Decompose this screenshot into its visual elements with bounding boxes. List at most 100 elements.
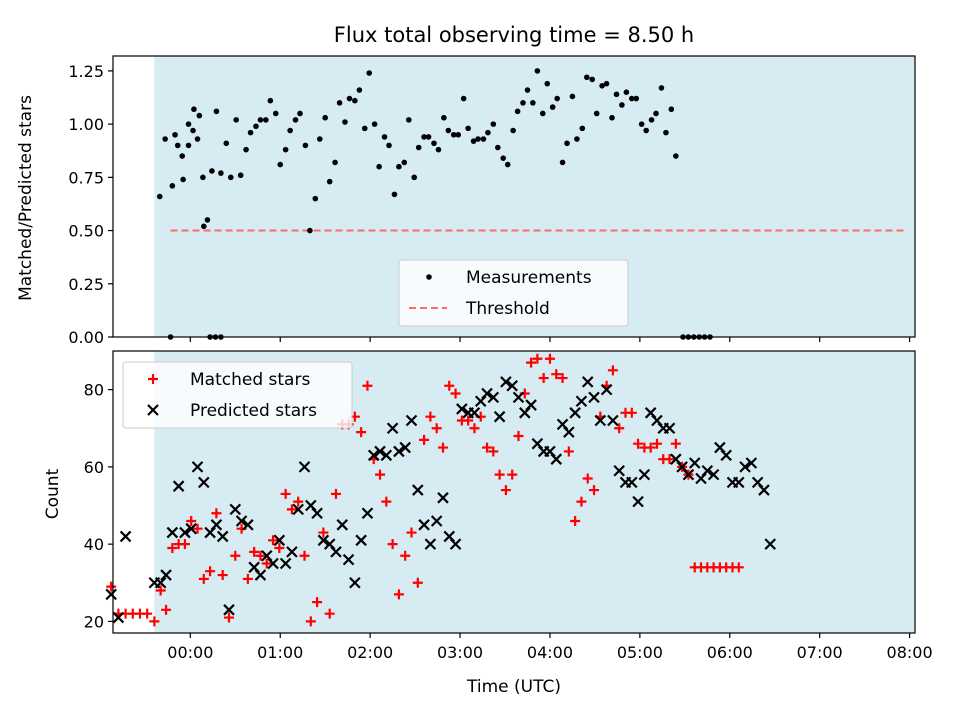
data-point (431, 140, 437, 147)
data-point (421, 134, 427, 140)
y-tick-label: 40 (84, 535, 104, 554)
data-point (549, 104, 556, 110)
data-point-x (512, 391, 525, 404)
data-point-plus (544, 353, 555, 364)
data-point-plus (563, 446, 574, 457)
data-point (406, 117, 412, 123)
data-point-plus (324, 608, 335, 619)
data-point-x (105, 588, 117, 601)
top-chart-y-axis-label: Matched/Predicted stars (16, 95, 36, 301)
data-point (480, 136, 487, 142)
legend: Measurements Threshold (398, 259, 629, 327)
data-point (613, 91, 620, 98)
data-point-x (330, 546, 342, 558)
x-tick-label: 08:00 (887, 643, 933, 662)
data-point-plus (607, 365, 618, 376)
data-point (470, 138, 477, 144)
data-point-x (342, 553, 355, 566)
data-point (455, 131, 462, 138)
data-point-x (739, 461, 751, 473)
data-point (371, 121, 378, 127)
data-point-x (405, 414, 418, 427)
data-point (603, 80, 610, 87)
data-point-x (298, 461, 311, 473)
data-point-plus (330, 488, 341, 499)
data-point (460, 95, 467, 102)
data-point (415, 144, 422, 151)
data-point (524, 87, 531, 93)
data-point (237, 172, 244, 179)
top-chart-panel: 0.00 0.25 0.50 0.75 1.00 1.25 Measurements Thre… (68, 55, 916, 347)
data-point-plus (381, 496, 392, 507)
data-point-x (575, 395, 588, 407)
data-point-x (361, 507, 374, 520)
data-point (185, 142, 192, 149)
data-point-plus (192, 523, 203, 534)
data-point-x (223, 604, 235, 616)
data-point (162, 136, 168, 142)
data-point-plus (155, 585, 166, 596)
data-point-x (399, 441, 411, 454)
data-point-plus (482, 442, 493, 453)
data-point (336, 100, 343, 106)
data-point (653, 110, 659, 117)
data-point (441, 114, 447, 121)
data-point (302, 142, 309, 149)
data-point (356, 87, 363, 93)
data-point (544, 80, 551, 87)
data-point-plus (651, 438, 662, 449)
data-point-x (160, 569, 172, 581)
x-tick-label: 04:00 (527, 643, 573, 662)
data-point (185, 121, 192, 127)
data-point (530, 100, 536, 106)
data-point (396, 163, 402, 170)
y-tick-label: 0.00 (68, 328, 104, 347)
data-point-x (594, 414, 607, 427)
data-point (485, 129, 491, 136)
x-tick-label: 06:00 (707, 643, 753, 662)
data-point-x (198, 476, 210, 489)
data-point-x (493, 410, 506, 423)
data-point-x (600, 383, 613, 396)
y-tick-label: 60 (84, 458, 104, 477)
data-point-x (172, 480, 185, 492)
data-point-x (468, 407, 481, 419)
plot-frame (112, 350, 916, 634)
data-point-x (210, 519, 223, 531)
data-point (253, 123, 259, 130)
data-point-plus (217, 570, 228, 581)
data-point (191, 106, 197, 113)
data-point-x (235, 515, 248, 527)
data-point (539, 110, 546, 117)
data-point (169, 183, 176, 189)
legend-label: Predicted stars (190, 401, 317, 421)
data-point-plus (538, 373, 549, 384)
data-point (593, 110, 600, 117)
data-point (272, 110, 279, 117)
data-point-plus (318, 527, 329, 538)
data-point (307, 227, 313, 234)
data-point (638, 121, 645, 127)
data-point-x (701, 464, 714, 477)
y-tick-label: 1.00 (68, 115, 104, 134)
data-point (201, 223, 207, 230)
data-point-x (758, 484, 770, 496)
data-point (267, 97, 274, 104)
data-point (559, 159, 566, 166)
data-point-x (311, 507, 323, 520)
data-point-x (688, 457, 701, 469)
data-point (391, 191, 398, 198)
data-point-x (663, 422, 676, 435)
data-point (510, 127, 516, 134)
data-point-x (374, 445, 386, 458)
data-point-x (273, 534, 286, 547)
data-point-x (563, 426, 575, 438)
x-tick-label: 01:00 (257, 643, 303, 662)
data-point-x (424, 538, 437, 550)
bottom-chart-y-axis-label: Count (43, 468, 63, 519)
legend-label: Threshold (465, 299, 550, 319)
data-point (619, 102, 625, 108)
data-point (490, 121, 497, 127)
legend-marker-measurements (426, 274, 432, 280)
